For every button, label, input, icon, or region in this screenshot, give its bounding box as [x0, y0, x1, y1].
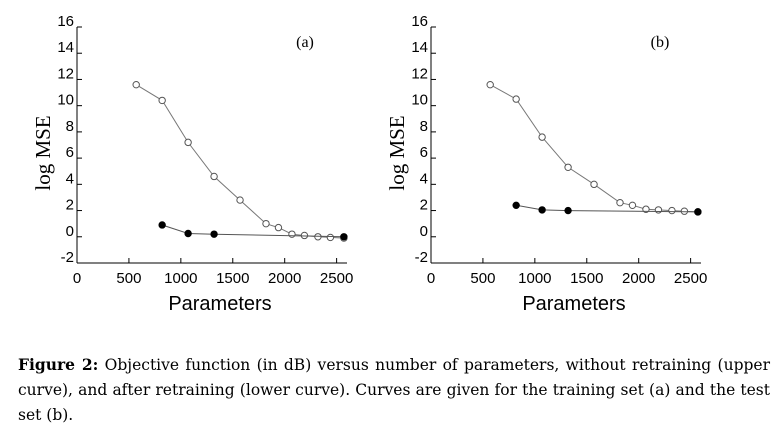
data-point-open [642, 205, 650, 213]
x-tick-label: 2000 [622, 270, 655, 287]
data-point-open [616, 198, 624, 207]
figure-caption: Figure 2: Objective function (in dB) ver… [18, 352, 770, 428]
data-point-filled [340, 233, 348, 241]
data-point-open [274, 223, 283, 232]
chart-panel-a: -2 0 2 4 6 8 10 12 14 16 0 500 1000 1500 2000 2500 Param… [31, 13, 353, 315]
y-tick-label: 2 [66, 197, 74, 214]
data-point-open [184, 138, 192, 147]
series-line-lower [516, 204, 698, 213]
y-tick-label: 4 [66, 170, 74, 187]
y-tick-label: 14 [411, 39, 428, 56]
data-point-filled [538, 206, 546, 214]
x-tick-label: 500 [470, 270, 495, 287]
x-tick-label: 1000 [518, 270, 551, 287]
data-point-filled [210, 230, 218, 238]
y-tick-label: 14 [57, 39, 74, 56]
y-tick-label: 0 [66, 223, 74, 240]
data-point-open [288, 230, 296, 238]
y-axis-label: log MSE [385, 115, 409, 190]
y-tick-label: 12 [411, 65, 428, 82]
series-line-upper [489, 84, 698, 213]
data-point-open [668, 206, 676, 215]
x-axis-label: Parameters [522, 293, 625, 315]
y-tick-label: 16 [57, 13, 74, 30]
y-tick-label: 2 [420, 197, 428, 214]
series-line-upper [135, 84, 344, 239]
x-tick-label: 2500 [674, 270, 707, 287]
y-tick-label: 10 [57, 92, 74, 109]
data-point-open [326, 233, 335, 242]
data-point-open [236, 196, 244, 204]
data-point-filled [184, 229, 192, 238]
y-tick-label: 4 [420, 170, 428, 187]
data-point-open [262, 219, 270, 228]
panel-label: (b) [651, 34, 670, 51]
data-point-open [654, 206, 663, 214]
y-tick-label: -2 [61, 249, 74, 266]
data-point-open [564, 163, 572, 171]
caption-text: Objective function (in dB) versus number… [18, 356, 770, 424]
data-point-filled [158, 221, 166, 229]
x-tick-label: 1500 [216, 270, 249, 287]
data-point-filled [564, 206, 572, 215]
panel-label: (a) [296, 34, 314, 51]
chart-panel-b: -2 0 2 4 6 8 10 12 14 16 0 500 1000 1500 2000 2500 Param… [385, 13, 707, 315]
y-tick-label: 12 [57, 65, 74, 82]
x-tick-label: 0 [73, 270, 81, 287]
data-point-open [132, 80, 140, 89]
x-tick-label: 2500 [320, 270, 353, 287]
y-tick-label: 6 [66, 144, 74, 161]
data-point-open [210, 172, 218, 181]
y-tick-label: 0 [420, 223, 428, 240]
data-point-filled [694, 208, 702, 216]
y-tick-label: -2 [415, 249, 428, 266]
y-tick-label: 10 [411, 92, 428, 109]
y-tick-label: 8 [66, 118, 74, 135]
data-point-filled [512, 201, 520, 210]
x-tick-label: 1500 [570, 270, 603, 287]
series-line-lower [162, 224, 344, 238]
x-tick-label: 2000 [268, 270, 301, 287]
data-point-open [486, 80, 494, 89]
data-point-open [590, 180, 598, 189]
x-tick-label: 0 [427, 270, 435, 287]
data-point-open [158, 96, 166, 105]
x-axis-label: Parameters [168, 293, 271, 315]
data-point-open [680, 207, 689, 215]
y-tick-label: 6 [420, 144, 428, 161]
data-point-open [538, 133, 546, 141]
y-tick-label: 8 [420, 118, 428, 135]
caption-label: Figure 2: [18, 355, 99, 374]
data-point-open [628, 201, 637, 210]
y-axis-label: log MSE [31, 115, 55, 190]
data-point-open [512, 95, 520, 103]
x-tick-label: 500 [116, 270, 141, 287]
y-tick-label: 16 [411, 13, 428, 30]
x-tick-label: 1000 [164, 270, 197, 287]
